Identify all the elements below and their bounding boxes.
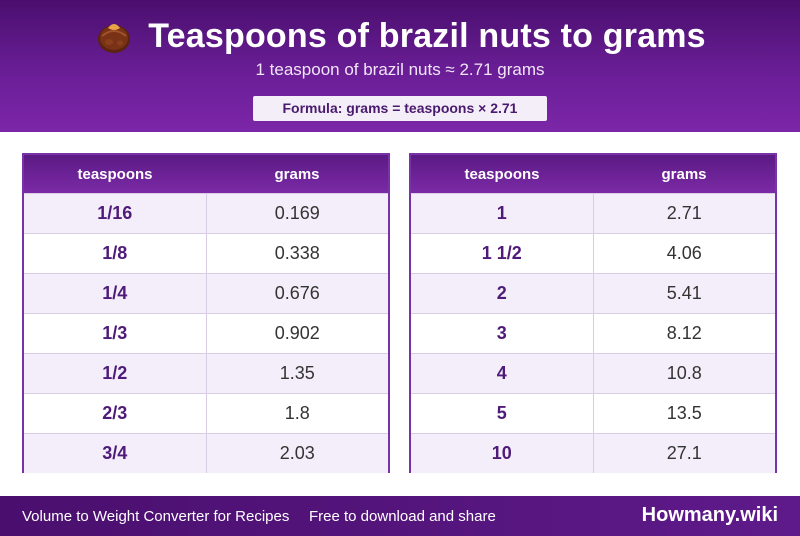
formula-badge: Formula: grams = teaspoons × 2.71 [253,96,547,121]
teaspoons-cell: 1/2 [24,354,207,393]
column-header-teaspoons: teaspoons [24,155,206,193]
footer-converter-text: Volume to Weight Converter for Recipes [22,508,289,525]
table-row: 3 8.12 [411,313,775,353]
table-row: 3/4 2.03 [24,433,388,473]
grams-cell: 2.71 [594,194,776,233]
teaspoons-cell: 2 [411,274,594,313]
teaspoons-cell: 3/4 [24,434,207,473]
teaspoons-cell: 1 1/2 [411,234,594,273]
grams-cell: 1.35 [207,354,389,393]
title-row: Teaspoons of brazil nuts to grams [0,14,800,58]
teaspoons-cell: 2/3 [24,394,207,433]
footer: Volume to Weight Converter for Recipes F… [0,496,800,536]
table-row: 2 5.41 [411,273,775,313]
footer-share-text: Free to download and share [309,508,496,525]
teaspoons-cell: 1 [411,194,594,233]
conversion-table-left: teaspoons grams 1/16 0.169 1/8 0.338 1/4 0.… [22,153,390,473]
table-row: 10 27.1 [411,433,775,473]
column-header-grams: grams [593,155,775,193]
table-row: 1 1/2 4.06 [411,233,775,273]
teaspoons-cell: 10 [411,434,594,473]
teaspoons-cell: 3 [411,314,594,353]
grams-cell: 0.169 [207,194,389,233]
table-header: teaspoons grams [24,155,388,193]
grams-cell: 13.5 [594,394,776,433]
table-row: 1/16 0.169 [24,193,388,233]
column-header-teaspoons: teaspoons [411,155,593,193]
teaspoons-cell: 1/4 [24,274,207,313]
table-row: 1 2.71 [411,193,775,233]
table-row: 5 13.5 [411,393,775,433]
teaspoons-cell: 5 [411,394,594,433]
grams-cell: 8.12 [594,314,776,353]
column-header-grams: grams [206,155,388,193]
table-row: 1/8 0.338 [24,233,388,273]
grams-cell: 0.338 [207,234,389,273]
table-row: 4 10.8 [411,353,775,393]
grams-cell: 27.1 [594,434,776,473]
table-header: teaspoons grams [411,155,775,193]
grams-cell: 1.8 [207,394,389,433]
table-row: 1/2 1.35 [24,353,388,393]
teaspoons-cell: 1/8 [24,234,207,273]
teaspoons-cell: 1/16 [24,194,207,233]
grams-cell: 0.676 [207,274,389,313]
brand-logo-text[interactable]: Howmany.wiki [642,504,778,527]
page-title: Teaspoons of brazil nuts to grams [148,17,706,56]
teaspoons-cell: 4 [411,354,594,393]
grams-cell: 5.41 [594,274,776,313]
subtitle: 1 teaspoon of brazil nuts ≈ 2.71 grams [0,60,800,80]
header: Teaspoons of brazil nuts to grams 1 teas… [0,0,800,132]
grams-cell: 2.03 [207,434,389,473]
teaspoons-cell: 1/3 [24,314,207,353]
table-row: 2/3 1.8 [24,393,388,433]
grams-cell: 10.8 [594,354,776,393]
brazil-nut-icon [94,16,134,56]
table-row: 1/3 0.902 [24,313,388,353]
table-row: 1/4 0.676 [24,273,388,313]
grams-cell: 0.902 [207,314,389,353]
grams-cell: 4.06 [594,234,776,273]
